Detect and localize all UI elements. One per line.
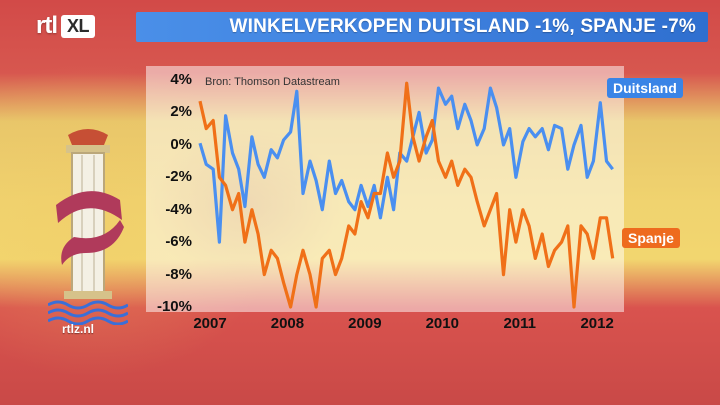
- chart-source: Bron: Thomson Datastream: [205, 76, 340, 88]
- y-tick-label: -10%: [156, 298, 192, 315]
- x-tick-label: 2007: [193, 315, 227, 332]
- y-tick-label: 4%: [170, 71, 192, 88]
- y-tick-label: -2%: [165, 168, 192, 186]
- series-line-spanje: [198, 81, 615, 309]
- y-tick-label: -8%: [165, 265, 192, 283]
- series-label-spanje: Spanje: [622, 228, 680, 248]
- chart-title: WINKELVERKOPEN DUITSLAND -1%, SPANJE -7%: [229, 16, 696, 37]
- x-tick-label: 2010: [425, 315, 459, 332]
- logo-xl-badge: XL: [61, 14, 96, 38]
- rtl-xl-logo: rtl XL: [36, 12, 96, 40]
- title-bar: WINKELVERKOPEN DUITSLAND -1%, SPANJE -7%: [136, 12, 708, 42]
- series-label-duitsland: Duitsland: [607, 78, 683, 98]
- logo-rtl-text: rtl: [36, 12, 58, 39]
- y-tick-label: -6%: [165, 233, 192, 251]
- y-tick-label: -4%: [165, 200, 192, 218]
- x-tick-label: 2012: [580, 315, 614, 332]
- series-line-duitsland: [198, 86, 614, 244]
- site-label: rtlz.nl: [62, 322, 94, 336]
- x-tick-label: 2008: [270, 315, 305, 332]
- spanish-coat-of-arms-icon: [48, 129, 128, 325]
- y-tick-label: 2%: [170, 103, 192, 121]
- x-tick-label: 2009: [348, 315, 382, 332]
- y-tick-label: 0%: [170, 135, 192, 153]
- x-tick-label: 2011: [503, 315, 536, 332]
